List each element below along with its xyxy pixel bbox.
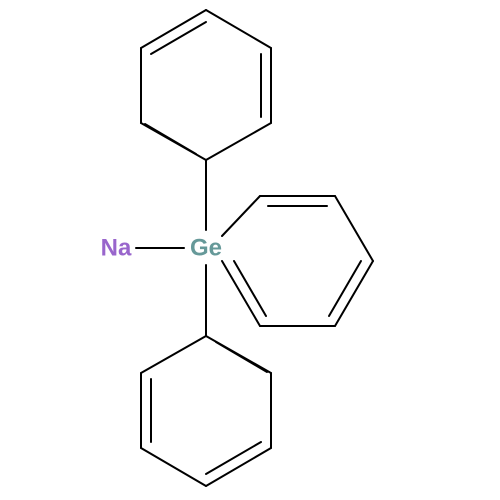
bond-line [206, 10, 271, 48]
molecule-diagram: Na Ge [0, 0, 500, 500]
bond-line [145, 124, 196, 154]
bond-line [206, 448, 271, 486]
atom-ge: Ge [190, 235, 222, 262]
bond-line [141, 10, 206, 48]
bond-line [216, 342, 267, 372]
bond-line [222, 261, 260, 326]
bond-line [206, 123, 271, 160]
bond-line [222, 196, 260, 236]
bond-line [141, 336, 206, 373]
bond-line [141, 448, 206, 486]
bond-line [335, 261, 373, 326]
bond-line [335, 196, 373, 261]
bonds-group [136, 10, 373, 486]
atom-na: Na [101, 235, 132, 262]
